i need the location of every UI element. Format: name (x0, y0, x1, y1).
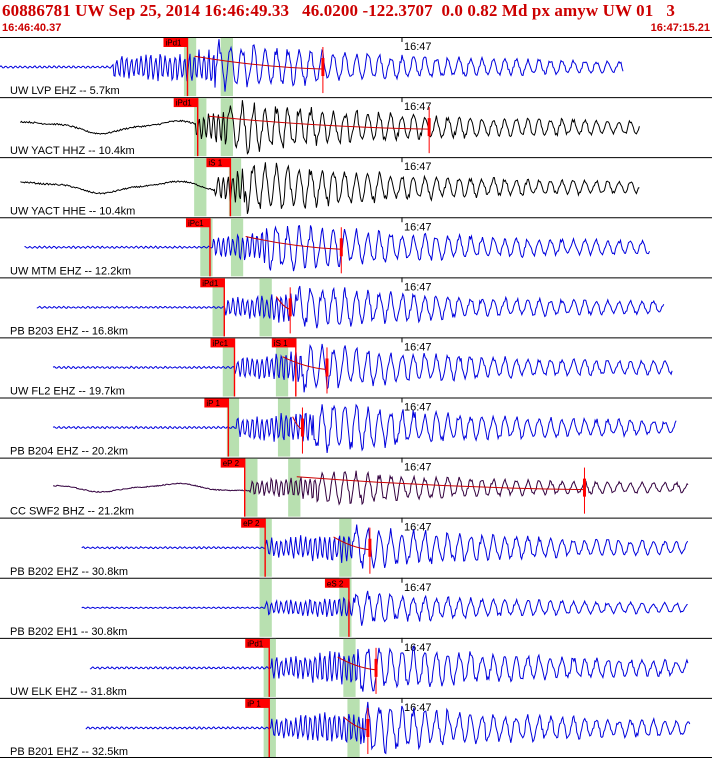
minute-label: 16:47 (404, 101, 432, 113)
pick-window-band (259, 578, 272, 637)
waveform (20, 100, 640, 155)
trace-row: 16:47 iP 1 PB B201 EHZ -- 32.5km (0, 697, 712, 758)
pick-window-band (275, 338, 289, 397)
trace-row: 16:47 iPd1 UW YACT HHZ -- 10.4km (0, 97, 712, 157)
station-label: PB B203 EHZ -- 16.8km (10, 325, 128, 337)
station-label: PB B204 EHZ -- 20.2km (10, 446, 128, 458)
window-end-time: 16:47:15.21 (650, 22, 710, 34)
coda-curve (337, 656, 377, 671)
minute-label: 16:47 (404, 642, 432, 654)
pick-flag (241, 518, 266, 528)
pick-flag (185, 218, 210, 228)
station-label: UW YACT HHZ -- 10.4km (10, 145, 135, 157)
pick-flag (200, 278, 225, 288)
waveform (0, 39, 624, 92)
minute-label: 16:47 (404, 41, 432, 53)
pick-label: iPd1 (202, 279, 219, 288)
trace-row: 16:47 iPd1 PB B203 EHZ -- 16.8km (0, 277, 712, 337)
waveform (24, 224, 650, 272)
trace-row: 16:47 iPc1 iS 1 UW FL2 EHZ -- 19.7km (0, 337, 712, 398)
pick-flag (245, 638, 270, 648)
minute-label: 16:47 (404, 582, 432, 594)
waveform (81, 524, 689, 569)
pick-flag (210, 338, 235, 348)
pick-label: eS 2 (327, 579, 344, 588)
waveform (89, 644, 689, 692)
coda-curve (296, 476, 585, 491)
pick-window-band (226, 398, 240, 457)
coda-curve (245, 235, 342, 250)
waveform (36, 285, 665, 329)
pick-label: iPd1 (247, 639, 264, 648)
pick-label: iP 1 (247, 699, 261, 708)
seismogram-panel: 16:47 iPd1 UW LVP EHZ -- 5.7km 16:47 iPd1 UW … (0, 37, 712, 758)
minute-label: 16:47 (404, 341, 432, 353)
pick-label: iS 1 (274, 339, 288, 348)
coda-curve (343, 716, 368, 731)
minute-label: 16:47 (404, 702, 432, 714)
pick-window-band (347, 698, 360, 757)
seismogram-header: 60886781 UW Sep 25, 2014 16:46:49.33 46.… (0, 0, 712, 37)
station-label: UW ELK EHZ -- 31.8km (10, 686, 127, 698)
pick-flag (324, 578, 349, 588)
pick-window-band (277, 398, 291, 457)
trace-row: 16:47 eS 2 PB B202 EH1 -- 30.8km (0, 577, 712, 638)
coda-curve (194, 55, 323, 70)
pick-window-band (230, 218, 244, 277)
station-label: PB B201 EHZ -- 32.5km (10, 746, 128, 758)
coda-curve (333, 536, 370, 551)
pick-label: iP 1 (206, 399, 220, 408)
station-label: CC SWF2 BHZ -- 21.2km (10, 506, 134, 518)
trace-row: 16:47 iPc1 UW MTM EHZ -- 12.2km (0, 217, 712, 277)
event-title: 60886781 UW Sep 25, 2014 16:46:49.33 46.… (2, 1, 675, 20)
pick-flag (206, 158, 231, 168)
minute-label: 16:47 (404, 161, 432, 173)
pick-label: iPc1 (188, 219, 204, 228)
trace-row: 16:47 iPd1 UW LVP EHZ -- 5.7km (0, 37, 712, 97)
trace-row: 16:47 eP 2 PB B202 EHZ -- 30.8km (0, 517, 712, 578)
pick-flag (163, 38, 188, 47)
trace-row: 16:47 iPd1 UW ELK EHZ -- 31.8km (0, 637, 712, 698)
coda-curve (275, 296, 291, 310)
pick-window-band (212, 278, 225, 337)
minute-label: 16:47 (404, 402, 432, 414)
waveform (85, 701, 691, 755)
pick-flag (271, 338, 296, 348)
minute-label: 16:47 (404, 281, 432, 293)
pick-label: iPd1 (176, 99, 193, 108)
pick-label: eP 2 (243, 519, 260, 528)
waveform (52, 343, 673, 393)
waveform (81, 590, 688, 626)
station-label: UW MTM EHZ -- 12.2km (10, 265, 131, 277)
pick-flag (173, 98, 198, 108)
pick-label: eP 2 (223, 459, 240, 468)
pick-window-band (343, 638, 356, 697)
pick-label: iPd1 (165, 39, 182, 48)
trace-row: 16:47 iS 1 UW YACT HHE -- 10.4km (0, 157, 712, 217)
pick-flag (220, 458, 245, 468)
minute-label: 16:47 (404, 462, 432, 474)
pick-label: iPc1 (212, 339, 228, 348)
minute-label: 16:47 (404, 522, 432, 534)
station-label: UW LVP EHZ -- 5.7km (10, 85, 120, 97)
station-label: PB B202 EH1 -- 30.8km (10, 626, 127, 638)
waveform (52, 403, 677, 453)
coda-curve (282, 356, 328, 370)
pick-flag (204, 398, 229, 408)
trace-row: 16:47 iP 1 PB B204 EHZ -- 20.2km (0, 397, 712, 458)
minute-label: 16:47 (404, 221, 432, 233)
trace-row: 16:47 eP 2 CC SWF2 BHZ -- 21.2km (0, 457, 712, 518)
station-label: UW FL2 EHZ -- 19.7km (10, 386, 125, 398)
pick-window-band (194, 158, 207, 217)
station-label: UW YACT HHE -- 10.4km (10, 205, 135, 217)
station-label: PB B202 EHZ -- 30.8km (10, 566, 128, 578)
pick-flag (245, 698, 270, 708)
window-start-time: 16:46:40.37 (2, 22, 62, 34)
waveform (53, 470, 689, 506)
waveform (20, 162, 640, 215)
coda-curve (208, 115, 430, 130)
pick-label: iS 1 (208, 159, 222, 168)
